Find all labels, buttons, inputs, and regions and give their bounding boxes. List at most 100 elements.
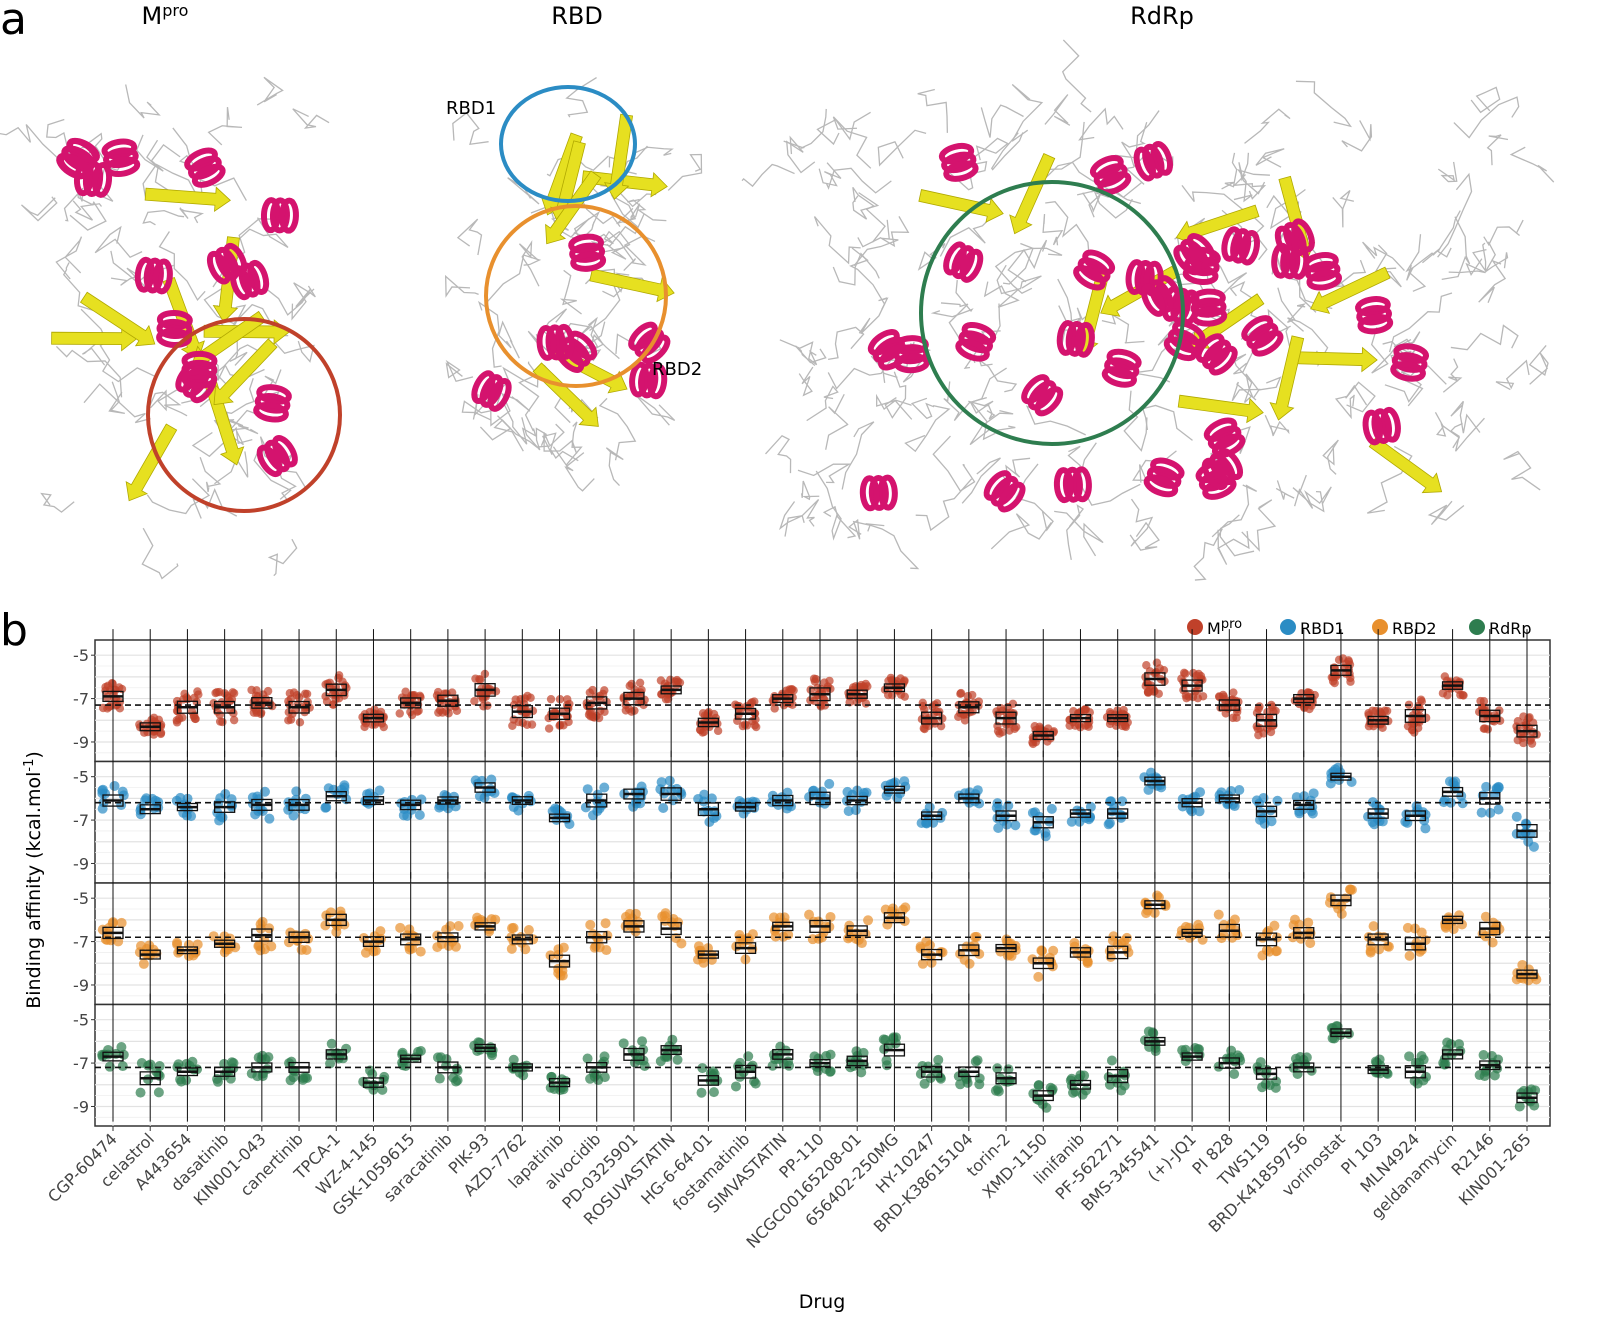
coil-strand [69,186,107,231]
alpha-helix [58,153,91,179]
data-point [917,958,928,969]
coil-strand [1470,86,1501,114]
coil-strand [822,505,857,539]
data-point [1184,922,1195,933]
data-point [588,810,599,821]
data-point [582,784,593,795]
alpha-helix [1172,320,1206,346]
coil-strand [1101,313,1145,344]
data-point [1307,802,1318,813]
alpha-helix [628,321,658,351]
y-tick-label: -9 [73,976,89,995]
data-point [414,706,423,715]
alpha-helix [1021,374,1050,405]
coil-strand [55,345,123,398]
coil-strand [263,286,315,316]
alpha-helix [101,138,138,160]
alpha-helix [152,258,173,295]
data-point [1229,1069,1240,1080]
data-point [998,727,1007,737]
data-point [1303,917,1314,928]
data-point [1160,901,1171,912]
coil-strand [452,112,489,146]
data-point [672,680,681,689]
data-point [414,810,425,821]
alpha-helix [1357,313,1394,335]
coil-strand [1442,358,1463,393]
data-point [135,1087,146,1098]
data-point [930,700,939,710]
data-point [156,729,166,739]
coil-strand [1231,381,1261,402]
facet-rbd1: -5 -7 -9 [73,750,1551,884]
coil-strand [1142,404,1193,441]
alpha-helix [1186,232,1216,264]
coil-strand [910,397,935,420]
coil-strand [543,432,578,454]
y-tick-label: -9 [73,733,89,752]
coil-strand [444,274,479,298]
data-point [956,688,966,698]
coil-strand [848,518,871,540]
data-point [402,810,413,821]
coil-strand [1061,39,1092,113]
coil-strand [1044,94,1071,126]
data-point [1010,724,1019,734]
coil-strand [256,76,284,106]
coil-strand [832,116,872,169]
beta-sheet [918,189,1004,223]
rbd1-binding-site-circle [499,85,637,203]
coil-strand [930,279,974,318]
alpha-helix [1203,417,1238,442]
alpha-helix [867,329,900,356]
data-point [208,931,219,942]
coil-strand [1045,201,1090,251]
alpha-helix [1093,163,1128,188]
data-point [697,1063,708,1074]
data-point [1382,941,1393,952]
alpha-helix [269,197,290,234]
data-point [959,788,970,799]
y-tick-label: -5 [73,768,89,787]
coil-strand [192,487,238,519]
data-point [1153,892,1164,903]
data-point [1344,657,1354,666]
coil-strand [667,153,703,191]
data-point [1523,836,1534,847]
coil-strand [149,387,198,412]
data-point [896,674,905,683]
coil-strand [559,218,590,248]
data-point [1255,702,1264,711]
legend-marker [1280,619,1296,635]
data-point [1489,789,1500,800]
beta-sheet [51,325,138,352]
coil-strand [141,527,179,580]
alpha-helix [191,163,226,188]
data-point [300,689,310,699]
facet-panel [94,1003,1551,1127]
data-point [486,774,497,785]
data-point [1002,718,1011,727]
data-point [1033,971,1044,982]
coil-strand [816,111,871,146]
coil-strand [518,361,540,432]
coil-strand [477,300,502,368]
coil-strand [593,230,634,262]
coil-strand [1478,259,1507,303]
coil-strand [1042,213,1064,246]
data-point [584,710,594,719]
data-point [194,690,203,699]
coil-strand [1384,370,1422,403]
coil-strand [857,216,910,248]
coil-strand [801,499,820,527]
alpha-helix [156,309,193,330]
coil-strand [939,216,992,257]
data-point [1402,817,1413,828]
data-point [883,690,893,700]
data-point [296,944,307,955]
data-point [1364,709,1373,718]
data-point [916,817,927,828]
alpha-helix [638,362,659,399]
alpha-helix [1355,296,1391,317]
